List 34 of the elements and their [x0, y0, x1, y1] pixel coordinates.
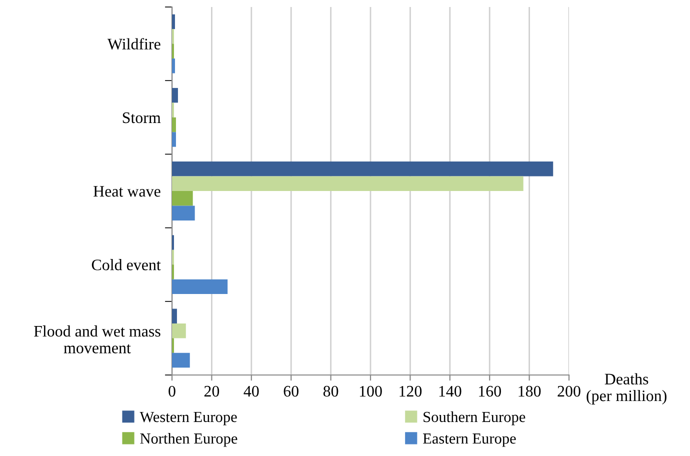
x-tick-label: 200: [558, 386, 580, 397]
bar: [172, 308, 177, 324]
x-tick-label: 0: [168, 386, 176, 397]
bar: [172, 352, 190, 368]
bar: [172, 58, 175, 74]
bar: [172, 88, 178, 103]
bar: [172, 176, 524, 191]
bar: [172, 14, 175, 30]
y-tick-label: Flood and wet mass movement: [34, 325, 160, 354]
legend-label: Southern Europe: [424, 411, 526, 426]
bar: [172, 323, 186, 338]
x-tick-label: 140: [439, 386, 462, 397]
legend-label: Western Europe: [140, 412, 237, 426]
x-tick-label: 120: [400, 386, 422, 397]
y-tick-label: Cold event: [92, 259, 161, 270]
bar: [172, 279, 228, 294]
bar: [172, 117, 176, 132]
y-tick-label: Storm: [122, 112, 161, 124]
y-tick-label: Heat wave: [94, 186, 160, 197]
bar: [172, 132, 176, 147]
y-tick-label: Wildfire: [107, 38, 160, 50]
bar: [172, 162, 554, 176]
legend-label: Northen Europe: [140, 432, 238, 447]
x-tick-label: 80: [323, 386, 338, 397]
x-tick-label: 180: [518, 386, 541, 397]
x-tick-label: 20: [204, 386, 220, 397]
x-tick-label: 100: [360, 386, 382, 397]
x-tick-label: 160: [479, 386, 501, 397]
bar: [172, 206, 195, 220]
bar: [172, 191, 193, 206]
x-tick-label: 60: [284, 386, 298, 397]
x-axis-title: Deaths (per million): [586, 373, 666, 404]
legend-label: Eastern Europe: [423, 434, 516, 447]
x-tick-label: 40: [244, 386, 259, 397]
